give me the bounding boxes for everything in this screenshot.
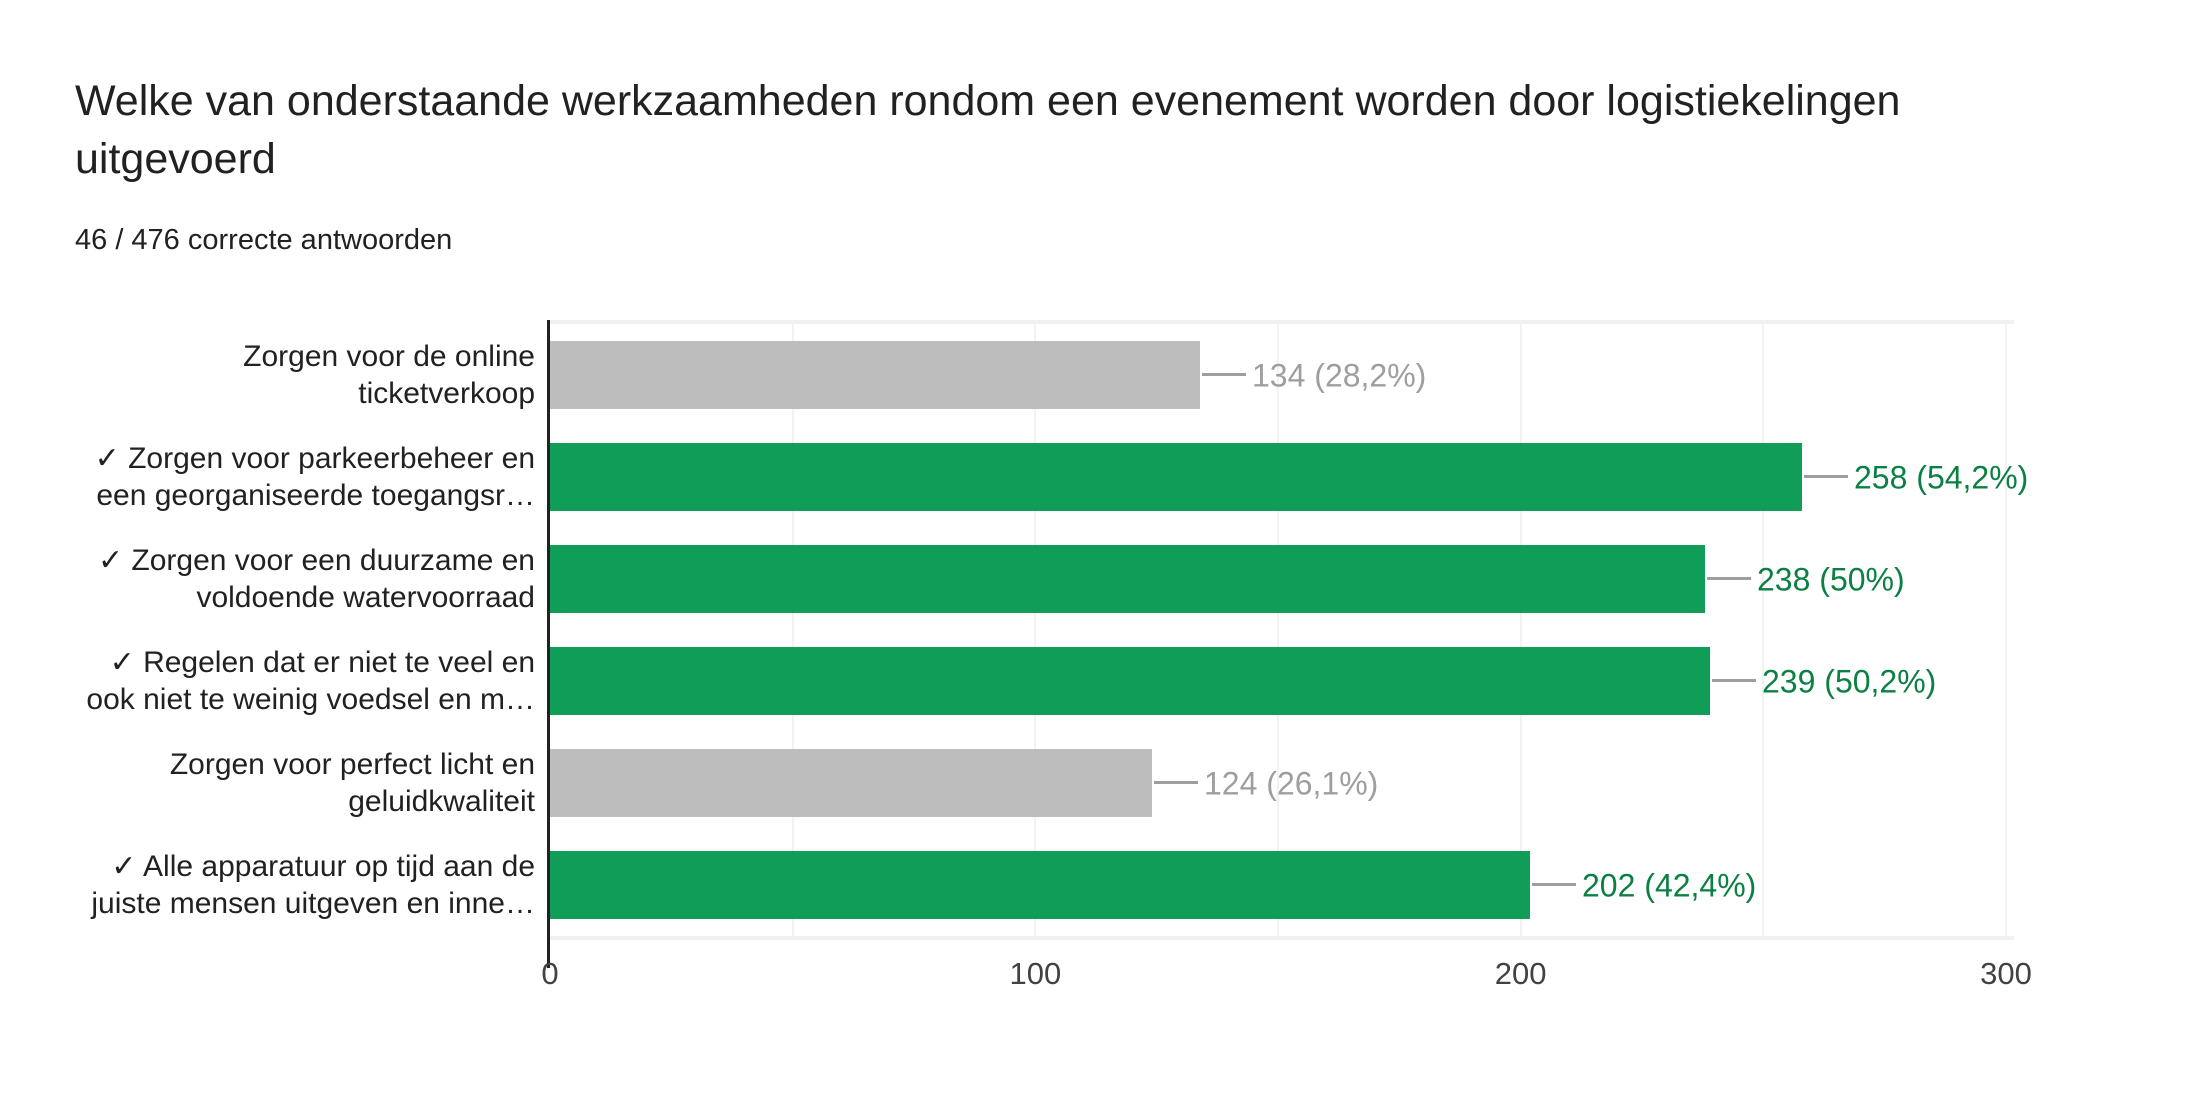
category-label: Zorgen voor perfect licht en geluidkwalit…: [0, 746, 535, 820]
plot-gridline: [2005, 324, 2007, 936]
category-label-line: voldoende watervoorraad: [196, 581, 535, 614]
category-label-line: een georganiseerde toegangsr…: [96, 479, 535, 512]
plot-gridline: [791, 324, 794, 936]
plot-gridline: [1034, 324, 1037, 936]
category-label-line: Zorgen voor perfect licht en: [169, 748, 535, 781]
category-label: ✓ Zorgen voor een duurzame en voldoende w…: [0, 542, 535, 616]
question-title-line-1: Welke van onderstaande werkzaamheden ron…: [75, 77, 1901, 125]
bar-value-label: 124 (26,1%): [1204, 765, 1379, 802]
bar-incorrect[interactable]: [550, 341, 1200, 409]
x-axis-tick-label: 0: [541, 956, 559, 991]
category-label-line: ✓ Regelen dat er niet te veel en: [109, 646, 535, 679]
bar-value-label: 238 (50%): [1757, 561, 1905, 598]
bar-correct[interactable]: [550, 851, 1530, 919]
category-label-line: ✓ Zorgen voor een duurzame en: [97, 544, 535, 577]
category-label-line: ✓ Alle apparatuur op tijd aan de: [111, 850, 535, 883]
bar-value-label: 202 (42,4%): [1582, 867, 1757, 904]
x-axis-tick-label: 100: [1009, 956, 1062, 991]
category-label: Zorgen voor de online ticketverkoop: [0, 338, 535, 412]
x-axis-tick-label: 200: [1494, 956, 1547, 991]
plot-gridline: [1519, 324, 1522, 936]
plot-top-border: [550, 320, 2014, 324]
category-label-line: geluidkwaliteit: [348, 785, 535, 818]
bar-correct[interactable]: [550, 647, 1710, 715]
question-title-line-2: uitgevoerd: [75, 135, 276, 183]
bar-correct[interactable]: [550, 443, 1802, 511]
category-label: ✓ Regelen dat er niet te veel en ook niet…: [0, 644, 535, 718]
plot-gridline: [1277, 324, 1279, 936]
page-title: Welke van onderstaande werkzaamheden ron…: [75, 72, 1900, 188]
bar-value-connector: [1707, 577, 1751, 580]
bar-value-label: 258 (54,2%): [1854, 459, 2029, 496]
category-label-line: juiste mensen uitgeven en inne…: [91, 887, 535, 920]
category-label: ✓ Alle apparatuur op tijd aan de juiste m…: [0, 848, 535, 922]
bar-value-connector: [1532, 883, 1576, 886]
bar-value-connector: [1712, 679, 1756, 682]
bar-value-connector: [1804, 475, 1848, 478]
category-label: ✓ Zorgen voor parkeerbeheer en een georga…: [0, 440, 535, 514]
bar-value-label: 134 (28,2%): [1252, 357, 1427, 394]
bar-correct[interactable]: [550, 545, 1705, 613]
plot-bottom-border: [550, 936, 2014, 940]
x-axis-tick-label: 300: [1980, 956, 2032, 991]
category-label-line: ✓ Zorgen voor parkeerbeheer en: [94, 442, 535, 475]
bar-incorrect[interactable]: [550, 749, 1152, 817]
category-label-line: ook niet te weinig voedsel en m…: [86, 683, 535, 716]
plot-gridline: [1762, 324, 1765, 936]
category-label-line: ticketverkoop: [358, 377, 535, 410]
bar-value-connector: [1202, 373, 1246, 376]
category-label-line: Zorgen voor de online: [243, 340, 535, 373]
y-axis-line: [547, 320, 550, 968]
bar-value-connector: [1154, 781, 1198, 784]
bar-value-label: 239 (50,2%): [1762, 663, 1937, 700]
correct-answers-subtitle: 46 / 476 correcte antwoorden: [75, 224, 453, 256]
